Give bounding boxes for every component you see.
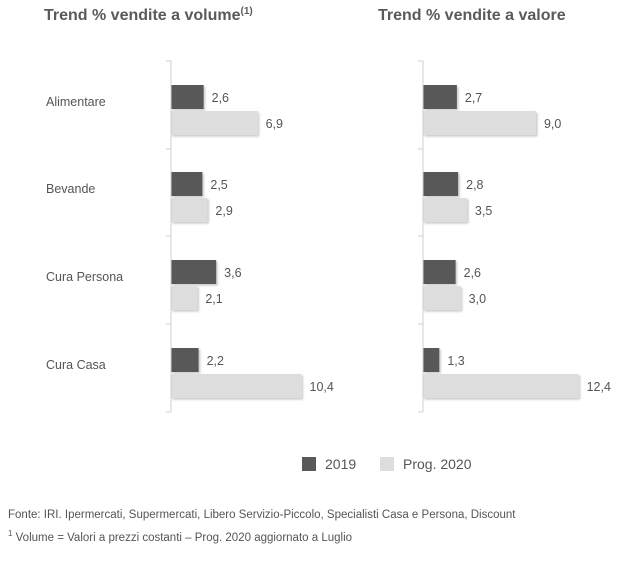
- chart-title-volume: Trend % vendite a volume(1): [44, 6, 253, 24]
- legend-label: Prog. 2020: [403, 456, 472, 472]
- source-note: Fonte: IRI. Ipermercati, Supermercati, L…: [8, 509, 516, 521]
- footnote-mark: 1: [8, 529, 13, 538]
- bar-prog-2020: [423, 198, 467, 222]
- legend-swatch: [302, 457, 316, 471]
- data-label: 2,6: [212, 91, 229, 105]
- legend-label: 2019: [325, 456, 356, 472]
- bar-2019: [171, 260, 217, 284]
- legend-item-2019: 2019: [302, 456, 356, 472]
- panel-volume: Alimentare 2,6 6,9 Bevande 2,5 2,9 Cura Person…: [46, 60, 334, 413]
- bar-prog-2020: [423, 286, 461, 310]
- bar-prog-2020: [171, 198, 208, 222]
- data-label: 6,9: [266, 117, 283, 131]
- legend-swatch: [380, 457, 394, 471]
- bar-2019: [423, 172, 459, 196]
- bar-2019: [423, 260, 456, 284]
- data-label: 10,4: [310, 380, 334, 394]
- data-label: 9,0: [544, 117, 561, 131]
- data-label: 3,0: [469, 292, 486, 306]
- bar-prog-2020: [423, 374, 579, 398]
- legend-item-prog-2020: Prog. 2020: [380, 456, 472, 472]
- data-label: 2,2: [207, 354, 224, 368]
- bar-2019: [171, 172, 203, 196]
- category-label: Bevande: [46, 182, 95, 196]
- bar-2019: [423, 348, 440, 372]
- data-label: 2,8: [466, 178, 483, 192]
- data-label: 2,6: [464, 266, 481, 280]
- bar-prog-2020: [171, 111, 258, 135]
- bar-prog-2020: [171, 374, 302, 398]
- data-label: 1,3: [447, 354, 464, 368]
- bar-2019: [423, 85, 457, 109]
- category-label: Alimentare: [46, 95, 106, 109]
- bar-prog-2020: [423, 111, 536, 135]
- data-label: 12,4: [587, 380, 611, 394]
- category-label: Cura Casa: [46, 358, 106, 372]
- data-label: 3,5: [475, 204, 492, 218]
- bar-2019: [171, 348, 199, 372]
- bar-prog-2020: [171, 286, 198, 310]
- panel-valore: 2,7 9,0 2,8 3,5 2,6 3,0 1,3 12,4: [418, 60, 611, 413]
- chart-title-valore: Trend % vendite a valore: [378, 7, 566, 24]
- footnote: 1 Volume = Valori a prezzi costanti – Pr…: [8, 529, 352, 544]
- data-label: 2,9: [215, 204, 232, 218]
- data-label: 2,1: [205, 292, 222, 306]
- title-footnote-ref: (1): [241, 6, 253, 17]
- category-label: Cura Persona: [46, 270, 123, 284]
- bar-2019: [171, 85, 204, 109]
- data-label: 3,6: [224, 266, 241, 280]
- data-label: 2,5: [210, 178, 227, 192]
- data-label: 2,7: [465, 91, 482, 105]
- footnote-text: Volume = Valori a prezzi costanti – Prog…: [12, 531, 353, 544]
